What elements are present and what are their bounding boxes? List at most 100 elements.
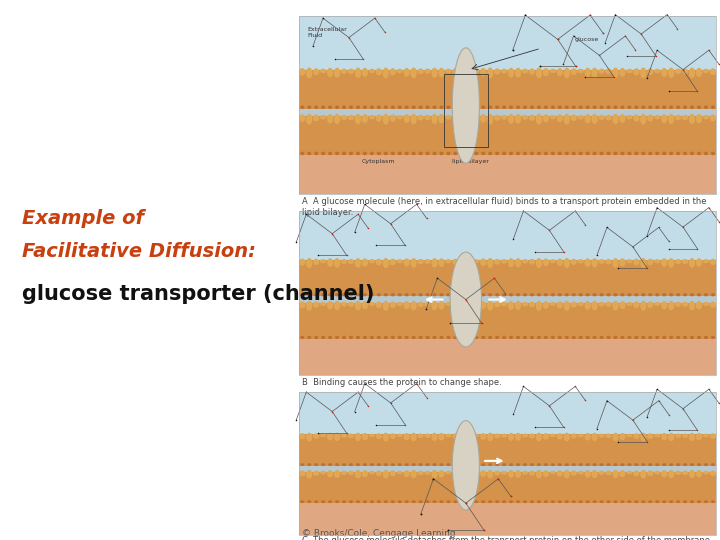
Ellipse shape bbox=[612, 433, 618, 441]
Ellipse shape bbox=[676, 336, 680, 339]
Ellipse shape bbox=[703, 471, 709, 475]
Ellipse shape bbox=[508, 301, 514, 310]
Ellipse shape bbox=[495, 336, 499, 339]
Ellipse shape bbox=[591, 433, 598, 441]
Ellipse shape bbox=[682, 434, 688, 438]
Text: lipid bilayer: lipid bilayer bbox=[452, 159, 489, 164]
Ellipse shape bbox=[488, 500, 492, 503]
Ellipse shape bbox=[370, 463, 374, 466]
Ellipse shape bbox=[306, 258, 312, 268]
Ellipse shape bbox=[634, 293, 639, 296]
Ellipse shape bbox=[473, 259, 480, 264]
Ellipse shape bbox=[487, 433, 493, 441]
Ellipse shape bbox=[384, 500, 388, 503]
Ellipse shape bbox=[355, 470, 361, 478]
Ellipse shape bbox=[676, 463, 680, 466]
Ellipse shape bbox=[299, 259, 305, 266]
Ellipse shape bbox=[307, 336, 311, 339]
Text: Facilitative Diffusion:: Facilitative Diffusion: bbox=[22, 241, 256, 261]
Polygon shape bbox=[299, 339, 716, 375]
Polygon shape bbox=[299, 303, 716, 339]
Ellipse shape bbox=[327, 114, 333, 123]
Ellipse shape bbox=[439, 105, 444, 109]
Ellipse shape bbox=[704, 293, 708, 296]
Ellipse shape bbox=[690, 500, 694, 503]
Ellipse shape bbox=[424, 434, 431, 438]
Ellipse shape bbox=[523, 500, 527, 503]
Ellipse shape bbox=[633, 114, 639, 122]
Ellipse shape bbox=[633, 433, 639, 439]
Ellipse shape bbox=[675, 471, 681, 475]
Ellipse shape bbox=[349, 152, 353, 155]
Ellipse shape bbox=[689, 114, 696, 124]
Ellipse shape bbox=[579, 336, 582, 339]
Ellipse shape bbox=[361, 301, 368, 309]
Ellipse shape bbox=[494, 69, 500, 75]
Ellipse shape bbox=[397, 259, 403, 264]
Ellipse shape bbox=[376, 259, 382, 265]
Ellipse shape bbox=[481, 105, 485, 109]
Ellipse shape bbox=[313, 470, 320, 476]
Ellipse shape bbox=[585, 258, 591, 267]
Ellipse shape bbox=[570, 259, 577, 265]
Ellipse shape bbox=[334, 433, 341, 441]
Ellipse shape bbox=[557, 114, 563, 122]
Ellipse shape bbox=[509, 152, 513, 155]
Ellipse shape bbox=[361, 433, 368, 440]
Ellipse shape bbox=[613, 463, 618, 466]
Ellipse shape bbox=[481, 152, 485, 155]
Ellipse shape bbox=[621, 463, 624, 466]
Ellipse shape bbox=[487, 470, 493, 478]
Ellipse shape bbox=[335, 463, 339, 466]
Ellipse shape bbox=[703, 259, 709, 264]
Ellipse shape bbox=[530, 463, 534, 466]
Ellipse shape bbox=[683, 105, 687, 109]
Ellipse shape bbox=[710, 68, 716, 75]
Ellipse shape bbox=[418, 500, 423, 503]
Ellipse shape bbox=[675, 434, 681, 438]
Ellipse shape bbox=[570, 114, 577, 121]
Ellipse shape bbox=[495, 500, 499, 503]
Text: A  A glucose molecule (here, in extracellular fluid) binds to a transport protei: A A glucose molecule (here, in extracell… bbox=[302, 197, 707, 217]
Ellipse shape bbox=[585, 500, 590, 503]
Ellipse shape bbox=[683, 336, 687, 339]
Ellipse shape bbox=[418, 69, 424, 75]
Ellipse shape bbox=[474, 463, 478, 466]
Ellipse shape bbox=[403, 470, 410, 477]
Ellipse shape bbox=[397, 302, 403, 306]
Ellipse shape bbox=[669, 336, 673, 339]
Ellipse shape bbox=[502, 336, 506, 339]
Ellipse shape bbox=[426, 500, 430, 503]
Ellipse shape bbox=[445, 471, 451, 475]
Ellipse shape bbox=[459, 470, 466, 478]
Ellipse shape bbox=[675, 259, 681, 264]
Ellipse shape bbox=[431, 258, 438, 268]
Ellipse shape bbox=[564, 258, 570, 268]
Ellipse shape bbox=[704, 105, 708, 109]
Ellipse shape bbox=[342, 152, 346, 155]
Ellipse shape bbox=[355, 114, 361, 124]
Ellipse shape bbox=[621, 500, 624, 503]
Text: Example of: Example of bbox=[22, 209, 143, 228]
Ellipse shape bbox=[558, 336, 562, 339]
Ellipse shape bbox=[356, 293, 360, 296]
Ellipse shape bbox=[537, 152, 541, 155]
Ellipse shape bbox=[598, 471, 605, 475]
Ellipse shape bbox=[508, 68, 514, 78]
Ellipse shape bbox=[600, 463, 603, 466]
Ellipse shape bbox=[349, 336, 353, 339]
Ellipse shape bbox=[328, 293, 332, 296]
Ellipse shape bbox=[710, 470, 716, 476]
Polygon shape bbox=[299, 211, 716, 260]
Ellipse shape bbox=[355, 433, 361, 441]
Ellipse shape bbox=[564, 470, 570, 478]
Ellipse shape bbox=[377, 500, 381, 503]
Ellipse shape bbox=[397, 69, 403, 73]
Ellipse shape bbox=[480, 68, 487, 76]
Ellipse shape bbox=[689, 301, 696, 310]
Ellipse shape bbox=[321, 105, 325, 109]
Ellipse shape bbox=[439, 152, 444, 155]
Ellipse shape bbox=[668, 470, 675, 478]
Ellipse shape bbox=[634, 152, 639, 155]
Ellipse shape bbox=[634, 105, 639, 109]
